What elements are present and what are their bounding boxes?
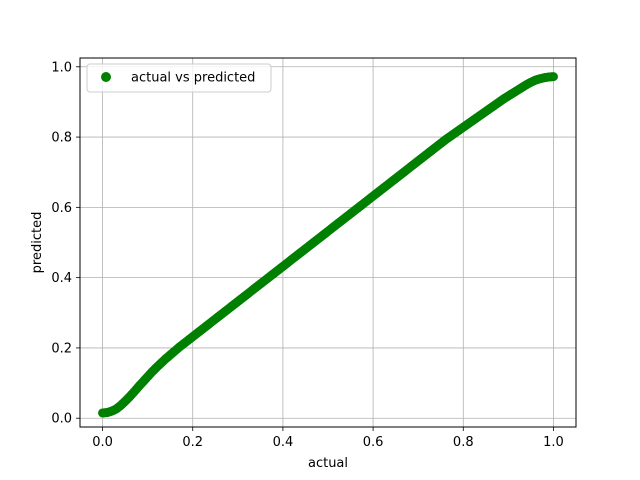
y-tick-label: 0.4 <box>51 271 72 286</box>
grid <box>80 58 576 427</box>
y-tick-label: 0.6 <box>51 201 72 216</box>
y-tick-label: 1.0 <box>51 60 72 75</box>
x-tick-label: 0.2 <box>182 435 203 450</box>
y-axis-label: predicted <box>30 212 45 274</box>
x-tick-label: 0.4 <box>273 435 294 450</box>
plot-frame <box>79 57 577 428</box>
x-tick-label: 0.8 <box>453 435 474 450</box>
data-points <box>98 72 558 418</box>
y-tick-label: 0.2 <box>51 341 72 356</box>
legend-box <box>86 63 272 93</box>
x-axis-label: actual <box>308 456 348 471</box>
axis-ticks: 0.0 0.2 0.4 0.6 0.8 1.0 0.0 0.2 0.4 0.6 0.8 1.0 <box>51 60 563 450</box>
y-tick-label: 0.8 <box>51 131 72 146</box>
scatter-point <box>548 72 558 82</box>
x-tick-label: 1.0 <box>543 435 564 450</box>
legend-label: actual vs predicted <box>131 71 255 86</box>
x-tick-label: 0.6 <box>363 435 384 450</box>
legend: actual vs predicted <box>86 63 272 93</box>
y-tick-label: 0.0 <box>51 412 72 427</box>
x-tick-label: 0.0 <box>92 435 113 450</box>
legend-marker <box>101 72 111 82</box>
